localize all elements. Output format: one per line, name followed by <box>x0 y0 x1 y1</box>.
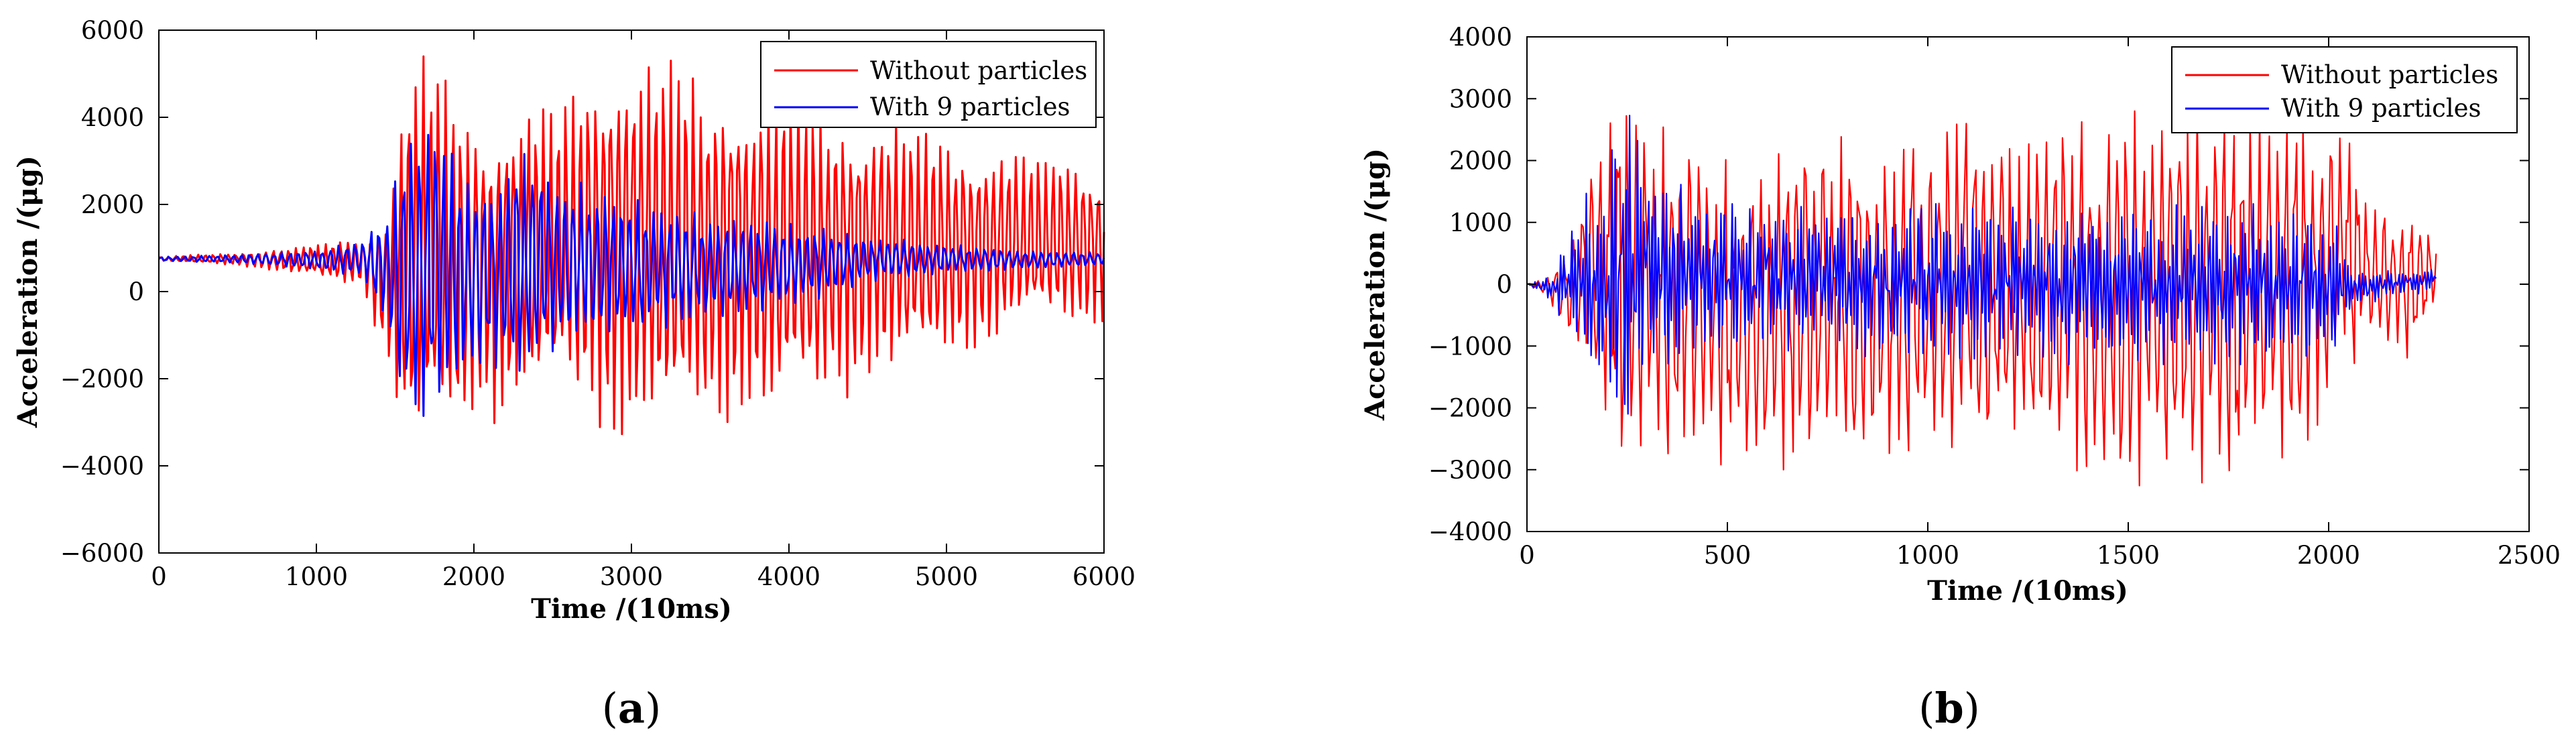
chart-a-y-tick-label: 4000 <box>81 103 144 132</box>
chart-b-x-tick-label: 2500 <box>2498 541 2561 570</box>
panel-label-a-close: ) <box>645 684 661 733</box>
chart-b-x-tick-label: 1000 <box>1896 541 1959 570</box>
chart-a-x-axis-label: Time /(10ms) <box>531 593 732 625</box>
chart-a-x-tick-label: 6000 <box>1072 562 1136 591</box>
chart-a-legend-box <box>760 41 1097 128</box>
panel-label-b: (b) <box>1918 684 1980 733</box>
chart-b-y-ticks: −4000 −3000 −2000 −1000 0 1000 2000 3000 4000 <box>1428 23 2529 546</box>
chart-a-x-ticks: 0 1000 2000 3000 4000 5000 6000 <box>151 30 1136 591</box>
chart-a-y-tick-label: −4000 <box>60 452 144 481</box>
chart-a-x-tick-label: 3000 <box>600 562 663 591</box>
panel-label-b-letter: b <box>1935 684 1963 733</box>
chart-a-line-with-9-particles <box>158 133 1105 417</box>
chart-b-x-axis-label: Time /(10ms) <box>1927 575 2128 607</box>
chart-b-legend: Without particles With 9 particles <box>2171 46 2518 133</box>
chart-a-y-tick-label: −6000 <box>60 539 144 568</box>
chart-panel-a: 0 1000 2000 3000 4000 5000 6000 −6000 −4000 −200… <box>12 16 1136 733</box>
chart-b-legend-box <box>2171 46 2518 133</box>
chart-b-y-tick-label: 2000 <box>1449 147 1512 176</box>
chart-b-y-tick-label: 1000 <box>1449 208 1512 237</box>
chart-b-y-tick-label: 3000 <box>1449 84 1512 113</box>
chart-panel-b: 0 500 1000 1500 2000 2500 −4000 −3000 −2000 −100… <box>1359 23 2561 733</box>
chart-b-line-with-9-particles <box>1526 115 2437 415</box>
panel-label-b-close: ) <box>1964 684 1980 733</box>
chart-a-x-tick-label: 1000 <box>285 562 348 591</box>
chart-a-legend: Without particles With 9 particles <box>760 41 1097 128</box>
chart-b-y-tick-label: −3000 <box>1428 456 1512 485</box>
panel-label-b-open: ( <box>1918 684 1935 733</box>
chart-b-x-ticks: 0 500 1000 1500 2000 2500 <box>1519 37 2561 570</box>
chart-b-y-tick-label: 0 <box>1496 270 1512 299</box>
chart-b-y-tick-label: 4000 <box>1449 23 1512 52</box>
chart-a-x-tick-label: 4000 <box>757 562 820 591</box>
panel-label-a-open: ( <box>602 684 618 733</box>
chart-b-x-tick-label: 0 <box>1519 541 1535 570</box>
chart-a-x-tick-label: 0 <box>151 562 167 591</box>
chart-b-y-axis-label: Acceleration /(μg) <box>1359 148 1391 421</box>
chart-b-y-tick-label: −4000 <box>1428 517 1512 546</box>
chart-b-y-tick-label: −1000 <box>1428 332 1512 361</box>
chart-a-y-tick-label: 6000 <box>81 16 144 45</box>
chart-a-y-ticks: −6000 −4000 −2000 0 2000 4000 6000 <box>60 16 1104 568</box>
chart-a-y-tick-label: 0 <box>128 277 144 306</box>
panel-label-a-letter: a <box>618 684 645 733</box>
chart-a-series-with-9-particles <box>158 133 1105 417</box>
chart-a-x-tick-label: 2000 <box>442 562 505 591</box>
chart-a-y-axis-label: Acceleration /(μg) <box>12 156 44 428</box>
chart-b-y-tick-label: −2000 <box>1428 394 1512 423</box>
chart-a-y-tick-label: 2000 <box>81 190 144 219</box>
chart-b-x-tick-label: 500 <box>1704 541 1752 570</box>
chart-b-series-with-9-particles <box>1526 115 2437 415</box>
chart-a-legend-label-without-particles: Without particles <box>870 56 1087 85</box>
chart-b-x-tick-label: 1500 <box>2097 541 2160 570</box>
chart-b-legend-label-with-9-particles: With 9 particles <box>2281 94 2481 123</box>
chart-a-x-tick-label: 5000 <box>915 562 978 591</box>
panel-label-a: (a) <box>602 684 662 733</box>
chart-a-legend-label-with-9-particles: With 9 particles <box>870 92 1070 121</box>
chart-b-x-tick-label: 2000 <box>2297 541 2360 570</box>
chart-b-legend-label-without-particles: Without particles <box>2281 60 2498 89</box>
chart-a-y-tick-label: −2000 <box>60 365 144 393</box>
